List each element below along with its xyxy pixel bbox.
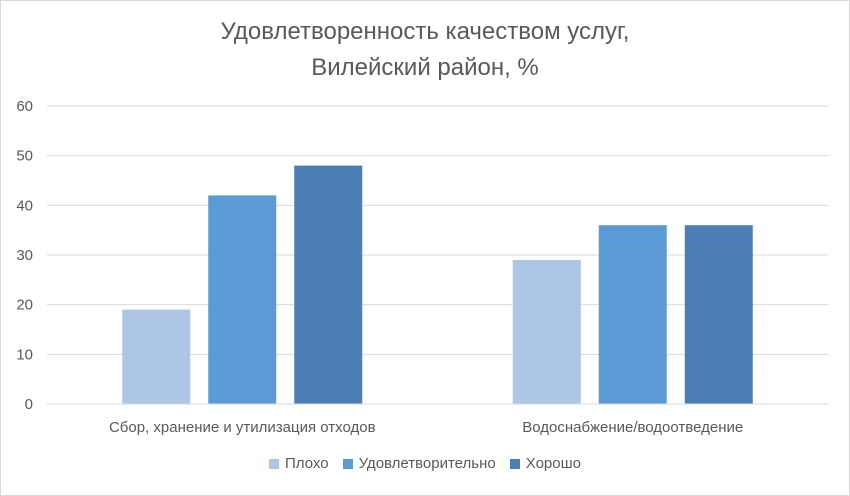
legend-swatch-satisfactory — [342, 458, 353, 469]
legend-item-poor: Плохо — [269, 455, 329, 472]
bar-good — [294, 165, 363, 404]
x-category-label: Сбор, хранение и утилизация отходов — [109, 419, 376, 436]
bar-poor — [122, 309, 191, 404]
y-tick-label: 10 — [16, 346, 33, 363]
bar-satisfactory — [598, 225, 667, 404]
bar-satisfactory — [208, 195, 277, 404]
legend-label-poor: Плохо — [285, 455, 329, 472]
legend: Плохо Удовлетворительно Хорошо — [0, 455, 850, 472]
y-tick-label: 30 — [16, 247, 33, 264]
bar-good — [684, 225, 753, 404]
y-tick-label: 20 — [16, 297, 33, 314]
y-axis-tick-labels: 0 10 20 30 40 50 60 — [16, 98, 33, 413]
chart-title-line-2: Вилейский район, % — [311, 54, 539, 81]
y-tick-label: 60 — [16, 98, 33, 115]
chart-title-line-1: Удовлетворенность качеством услуг, — [220, 18, 630, 45]
legend-label-satisfactory: Удовлетворительно — [358, 455, 496, 472]
bars — [122, 165, 753, 404]
legend-label-good: Хорошо — [525, 455, 581, 472]
y-tick-label: 40 — [16, 197, 33, 214]
category-labels: Сбор, хранение и утилизация отходов Водос… — [109, 419, 743, 436]
chart-title: Удовлетворенность качеством услуг, Вилей… — [0, 14, 850, 86]
bar-poor — [512, 259, 581, 404]
x-category-label: Водоснабжение/водоотведение — [522, 419, 743, 436]
y-tick-label: 50 — [16, 148, 33, 165]
legend-swatch-good — [509, 458, 520, 469]
legend-swatch-poor — [269, 458, 280, 469]
y-tick-label: 0 — [25, 396, 33, 413]
legend-item-good: Хорошо — [509, 455, 581, 472]
legend-item-satisfactory: Удовлетворительно — [342, 455, 496, 472]
